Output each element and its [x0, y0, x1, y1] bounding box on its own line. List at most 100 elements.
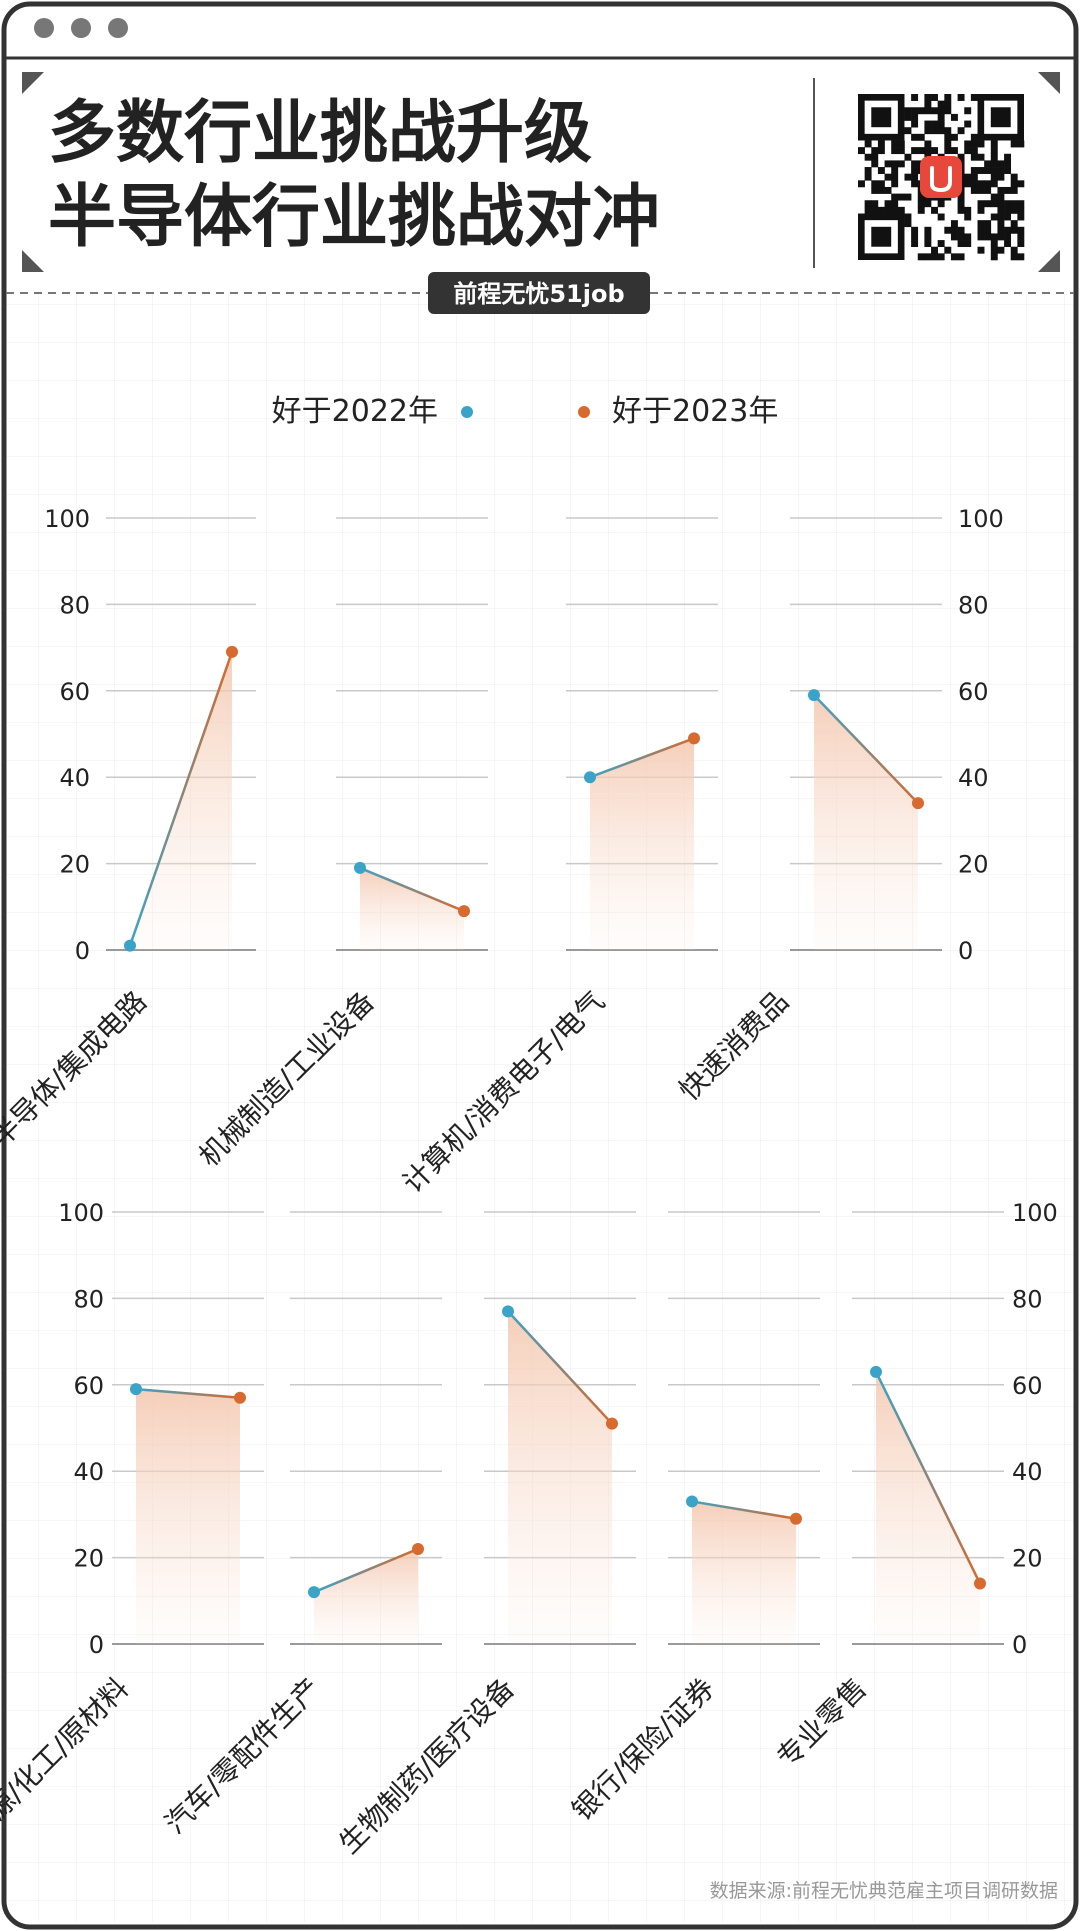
qr-module: [1017, 180, 1025, 188]
corner-mark-tl: [22, 72, 44, 94]
qr-module: [997, 186, 1005, 194]
qr-module: [924, 140, 932, 148]
qr-module: [990, 160, 998, 168]
qr-finder-inner: [871, 107, 892, 128]
qr-module: [1004, 153, 1012, 161]
qr-module: [977, 140, 985, 148]
qr-module: [984, 233, 992, 241]
qr-module: [924, 120, 932, 128]
qr-module: [864, 153, 872, 161]
area-fill: [136, 1389, 240, 1644]
qr-module: [964, 206, 972, 214]
qr-module: [990, 147, 998, 155]
point-series2: [458, 905, 470, 918]
area-fill: [314, 1548, 418, 1644]
qr-module: [891, 173, 899, 181]
qr-module: [977, 226, 985, 234]
area-fill: [814, 695, 918, 950]
qr-module: [990, 180, 998, 188]
qr-module: [911, 147, 919, 155]
qr-module: [990, 240, 998, 248]
qr-module: [1017, 140, 1025, 148]
qr-module: [977, 206, 985, 214]
series-line: [313, 1547, 419, 1594]
qr-module: [964, 240, 972, 248]
qr-module: [950, 147, 958, 155]
qr-module: [977, 186, 985, 194]
y-tick-label-right: 20: [958, 851, 989, 879]
y-tick-label-right: 60: [958, 678, 989, 706]
qr-module: [1004, 226, 1012, 234]
qr-module: [1017, 233, 1025, 241]
corner-mark-tr: [1038, 72, 1060, 94]
title-line-2: 半导体行业挑战对冲: [48, 178, 660, 257]
qr-module: [891, 180, 899, 188]
qr-module: [984, 167, 992, 174]
point-series1: [502, 1305, 514, 1318]
qr-module: [977, 200, 985, 208]
qr-finder-inner: [871, 226, 892, 247]
legend-series2-marker: [578, 406, 590, 418]
y-tick-label-left: 100: [44, 505, 90, 533]
qr-module: [871, 153, 879, 161]
qr-module: [877, 186, 885, 194]
qr-module: [911, 180, 919, 188]
qr-module: [937, 107, 945, 115]
qr-module: [1010, 186, 1018, 194]
qr-module: [977, 167, 985, 174]
qr-module: [911, 120, 919, 128]
qr-module: [1004, 233, 1012, 241]
qr-module: [937, 213, 945, 221]
series-line: [813, 694, 919, 804]
qr-module: [1010, 200, 1018, 208]
window-dot-3: [108, 18, 128, 38]
qr-module: [937, 113, 945, 121]
qr-module: [990, 167, 998, 174]
qr-module: [990, 173, 998, 181]
qr-module: [931, 127, 938, 135]
series-line: [874, 1371, 982, 1585]
area-fill: [876, 1371, 980, 1644]
qr-module: [964, 140, 972, 148]
qr-module: [1010, 253, 1018, 261]
qr-module: [858, 147, 865, 155]
qr-module: [950, 253, 958, 261]
brand-badge: [428, 272, 650, 314]
qr-module: [984, 220, 992, 228]
point-series2: [688, 732, 700, 745]
point-series1: [124, 939, 136, 952]
qr-module: [970, 140, 978, 148]
qr-module: [990, 213, 998, 221]
series-line: [359, 866, 465, 913]
series-line: [507, 1310, 613, 1425]
qr-module: [911, 94, 919, 101]
qr-module: [884, 173, 892, 181]
qr-module: [950, 226, 958, 234]
qr-module: [931, 120, 938, 128]
qr-module: [997, 193, 1005, 201]
qr-module: [911, 226, 919, 234]
qr-module: [957, 233, 965, 241]
qr-module: [937, 200, 945, 208]
qr-module: [944, 107, 952, 115]
point-series1: [686, 1495, 698, 1508]
qr-module: [891, 147, 899, 155]
qr-module: [897, 206, 905, 214]
qr-module: [871, 206, 879, 214]
qr-module: [904, 127, 912, 135]
point-series2: [412, 1542, 424, 1555]
qr-module: [931, 246, 938, 254]
qr-module: [944, 246, 952, 254]
qr-module: [937, 240, 945, 248]
area-fill: [360, 867, 464, 950]
qr-module: [997, 200, 1005, 208]
qr-module: [911, 167, 919, 174]
y-tick-label-right: 40: [1012, 1458, 1043, 1486]
qr-module: [984, 226, 992, 234]
point-series1: [870, 1365, 882, 1378]
qr-module: [1017, 226, 1025, 234]
qr-module: [970, 186, 978, 194]
qr-module: [858, 180, 865, 188]
y-tick-label-left: 0: [75, 937, 90, 965]
qr-module: [904, 113, 912, 121]
